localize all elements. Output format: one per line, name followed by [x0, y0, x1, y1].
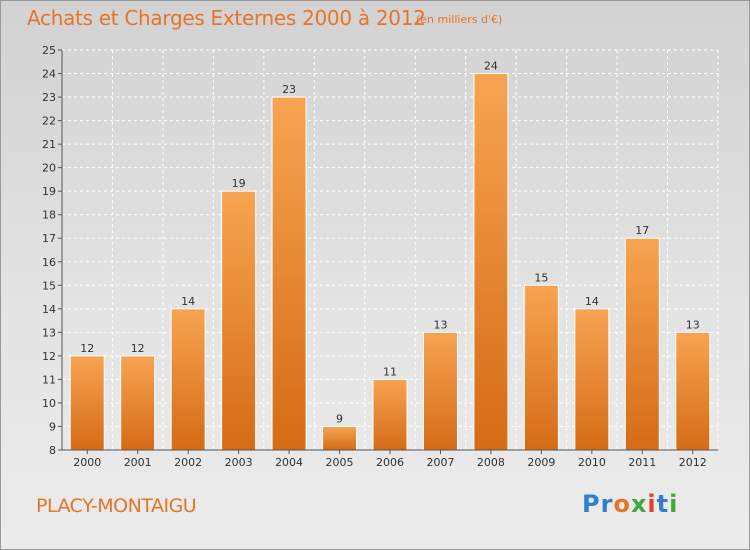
y-tick-label: 20	[42, 162, 56, 175]
x-tick-label: 2007	[426, 456, 454, 469]
data-label: 12	[131, 342, 145, 355]
x-tick-label: 2003	[225, 456, 253, 469]
data-label: 14	[585, 295, 599, 308]
x-tick-label: 2000	[73, 456, 101, 469]
bar	[675, 331, 711, 451]
proxiti-logo: Proxiti	[582, 490, 678, 518]
bar	[574, 308, 610, 451]
bar	[422, 331, 458, 451]
bar	[372, 378, 408, 451]
x-tick-label: 2012	[679, 456, 707, 469]
y-tick-label: 16	[42, 256, 56, 269]
logo-part: Pr	[582, 490, 614, 518]
y-tick-label: 22	[42, 115, 56, 128]
x-tick-label: 2002	[174, 456, 202, 469]
y-tick-label: 18	[42, 209, 56, 222]
y-tick-label: 9	[49, 420, 56, 433]
data-label: 15	[534, 271, 548, 284]
y-tick-label: 11	[42, 373, 56, 386]
y-tick-label: 24	[42, 68, 56, 81]
x-tick-label: 2001	[124, 456, 152, 469]
y-tick-label: 14	[42, 303, 56, 316]
data-label: 11	[383, 365, 397, 378]
data-label: 24	[484, 60, 498, 73]
y-tick-label: 23	[42, 91, 56, 104]
data-label: 13	[686, 318, 700, 331]
bar	[523, 284, 559, 451]
logo-part: i	[669, 490, 679, 518]
bar	[170, 308, 206, 451]
data-label: 12	[80, 342, 94, 355]
x-tick-label: 2008	[477, 456, 505, 469]
place-name: PLACY-MONTAIGU	[36, 495, 197, 517]
bar	[221, 190, 257, 451]
x-tick-label: 2009	[527, 456, 555, 469]
y-tick-label: 15	[42, 279, 56, 292]
y-tick-label: 19	[42, 185, 56, 198]
data-label: 17	[635, 224, 649, 237]
data-label: 23	[282, 83, 296, 96]
data-label: 14	[181, 295, 195, 308]
logo-part: i	[647, 490, 657, 518]
chart-unit: (en milliers d'€)	[416, 13, 503, 26]
y-tick-label: 13	[42, 326, 56, 339]
data-label: 19	[232, 177, 246, 190]
y-tick-label: 10	[42, 397, 56, 410]
chart-title: Achats et Charges Externes 2000 à 2012	[27, 6, 426, 30]
y-tick-label: 12	[42, 350, 56, 363]
logo-part: x	[630, 490, 648, 518]
x-tick-label: 2006	[376, 456, 404, 469]
bar	[271, 96, 307, 451]
logo-part: t	[656, 490, 670, 518]
y-tick-label: 21	[42, 138, 56, 151]
y-tick-label: 17	[42, 232, 56, 245]
x-tick-label: 2004	[275, 456, 303, 469]
y-tick-label: 8	[49, 444, 56, 457]
x-tick-label: 2010	[578, 456, 606, 469]
bar	[624, 237, 660, 451]
x-tick-label: 2011	[628, 456, 656, 469]
bar	[473, 73, 509, 451]
bar	[120, 355, 156, 451]
data-label: 13	[433, 318, 447, 331]
bar	[322, 425, 358, 451]
x-tick-label: 2005	[326, 456, 354, 469]
data-label: 9	[336, 412, 343, 425]
y-tick-label: 25	[42, 44, 56, 57]
logo-part: o	[613, 490, 631, 518]
bar	[69, 355, 105, 451]
